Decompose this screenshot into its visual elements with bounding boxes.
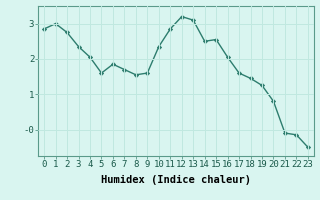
X-axis label: Humidex (Indice chaleur): Humidex (Indice chaleur) — [101, 175, 251, 185]
